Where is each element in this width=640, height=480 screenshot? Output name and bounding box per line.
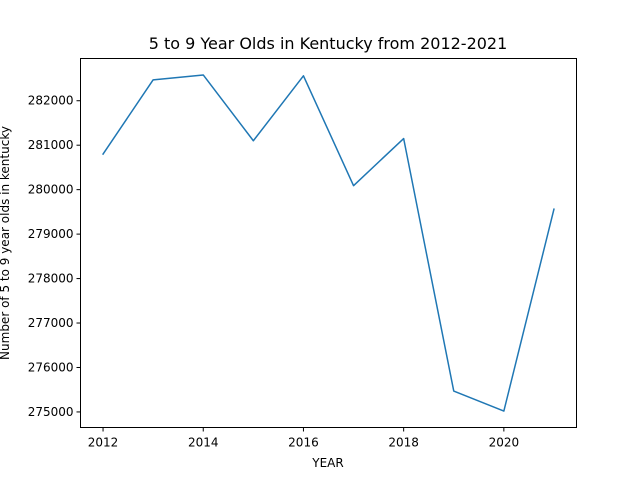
x-tick-label: 2018 xyxy=(388,436,419,450)
x-tick-label: 2016 xyxy=(288,436,319,450)
series-line xyxy=(102,74,555,412)
y-tick-label: 280000 xyxy=(28,183,74,197)
y-tick-label: 276000 xyxy=(28,360,74,374)
x-tick-label: 2012 xyxy=(88,436,119,450)
plot-area xyxy=(102,74,555,412)
x-axis: 2012 2014 2016 2018 2020 xyxy=(88,427,520,450)
plot-frame xyxy=(80,58,577,428)
y-tick-label: 279000 xyxy=(28,227,74,241)
y-tick-label: 278000 xyxy=(28,272,74,286)
y-tick-label: 275000 xyxy=(28,405,74,419)
y-axis-label: Number of 5 to 9 year olds in kentucky xyxy=(0,126,12,360)
y-tick-label: 282000 xyxy=(28,94,74,108)
x-tick-label: 2014 xyxy=(188,436,219,450)
x-tick-label: 2020 xyxy=(489,436,520,450)
y-tick-label: 281000 xyxy=(28,138,74,152)
y-tick-label: 277000 xyxy=(28,316,74,330)
x-axis-label: YEAR xyxy=(311,456,343,470)
chart-title: 5 to 9 Year Olds in Kentucky from 2012-2… xyxy=(149,34,508,53)
y-axis: 275000 276000 277000 278000 279000 280000 2810… xyxy=(28,94,81,419)
